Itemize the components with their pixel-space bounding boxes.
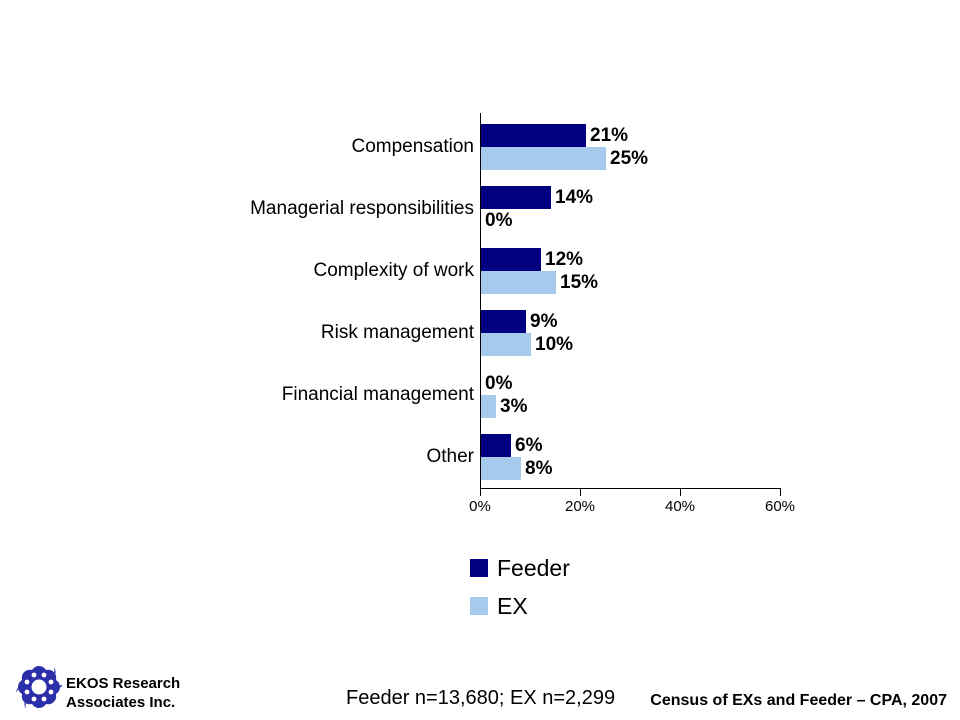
x-tick-label: 20%	[564, 498, 596, 515]
bar-line: 25%	[481, 147, 836, 170]
bar-ex	[481, 147, 606, 170]
category-row: Managerial responsibilities 14% 0%	[236, 178, 836, 240]
x-tick	[580, 488, 581, 496]
bar-line: 14%	[481, 186, 836, 209]
category-row: Other 6% 8%	[236, 426, 836, 488]
source-note: Census of EXs and Feeder – CPA, 2007	[650, 692, 947, 709]
org-name-line2: Associates Inc.	[66, 694, 176, 711]
category-row: Financial management 0% 3%	[236, 364, 836, 426]
x-tick	[480, 488, 481, 496]
bar-line: 10%	[481, 333, 836, 356]
bar-line: 0%	[481, 372, 836, 395]
category-label: Compensation	[351, 136, 474, 157]
bar-line: 21%	[481, 124, 836, 147]
category-row: Risk management 9% 10%	[236, 302, 836, 364]
bar-line: 9%	[481, 310, 836, 333]
data-label: 3%	[500, 395, 528, 417]
x-tick-label: 0%	[469, 498, 491, 515]
data-label: 21%	[590, 124, 629, 146]
feeder-swatch-icon	[470, 559, 488, 577]
category-label: Risk management	[320, 322, 474, 343]
bar-feeder	[481, 248, 541, 271]
bar-group: 12% 15%	[481, 240, 836, 302]
data-label: 9%	[530, 310, 558, 332]
chart-legend: Feeder EX	[470, 549, 570, 625]
bar-line: 8%	[481, 457, 836, 480]
data-label: 6%	[515, 434, 543, 456]
legend-label: EX	[497, 592, 528, 619]
x-tick	[680, 488, 681, 496]
data-label: 15%	[560, 271, 599, 293]
bar-line: 3%	[481, 395, 836, 418]
bar-line: 0%	[481, 209, 836, 232]
data-label: 8%	[525, 457, 553, 479]
bar-group: 6% 8%	[481, 426, 836, 488]
bar-feeder	[481, 186, 551, 209]
bar-line: 12%	[481, 248, 836, 271]
category-label: Complexity of work	[313, 260, 475, 281]
category-label: Other	[426, 446, 474, 467]
bar-line: 6%	[481, 434, 836, 457]
legend-item-feeder: Feeder	[470, 549, 570, 587]
bar-group: 21% 25%	[481, 116, 836, 178]
x-tick	[780, 488, 781, 496]
legend-item-ex: EX	[470, 587, 570, 625]
ex-swatch-icon	[470, 597, 488, 615]
bar-chart: Compensation 21% 25% Managerial responsibil…	[236, 116, 836, 488]
data-label: 12%	[545, 248, 584, 270]
sample-size-note: Feeder n=13,680; EX n=2,299	[346, 687, 616, 709]
x-axis-line	[480, 488, 781, 489]
bar-line: 15%	[481, 271, 836, 294]
category-row: Compensation 21% 25%	[236, 116, 836, 178]
bar-feeder	[481, 310, 526, 333]
bar-ex	[481, 395, 496, 418]
bar-feeder	[481, 124, 586, 147]
category-label: Managerial responsibilities	[250, 198, 474, 219]
y-axis-line	[480, 113, 481, 496]
bar-feeder	[481, 434, 511, 457]
data-label: 0%	[485, 372, 513, 394]
x-tick-label: 60%	[764, 498, 796, 515]
bar-ex	[481, 271, 556, 294]
bar-ex	[481, 457, 521, 480]
category-row: Complexity of work 12% 15%	[236, 240, 836, 302]
bar-group: 0% 3%	[481, 364, 836, 426]
data-label: 14%	[555, 186, 594, 208]
org-name-line1: EKOS Research	[66, 675, 181, 692]
x-tick-label: 40%	[664, 498, 696, 515]
bar-group: 14% 0%	[481, 178, 836, 240]
category-label: Financial management	[281, 384, 474, 405]
bar-ex	[481, 333, 531, 356]
legend-label: Feeder	[497, 554, 570, 581]
org-name: EKOS Research Associates Inc.	[66, 674, 180, 712]
ekos-logo-icon	[16, 666, 62, 709]
data-label: 10%	[535, 333, 574, 355]
data-label: 25%	[610, 147, 649, 169]
bar-group: 9% 10%	[481, 302, 836, 364]
data-label: 0%	[485, 209, 513, 231]
